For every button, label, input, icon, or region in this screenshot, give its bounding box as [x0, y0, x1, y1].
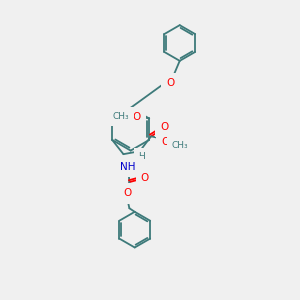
Text: NH: NH	[120, 162, 136, 172]
Text: O: O	[141, 173, 149, 183]
Text: CH₃: CH₃	[171, 141, 188, 150]
Text: O: O	[167, 78, 175, 88]
Text: O: O	[123, 188, 131, 198]
Text: O: O	[133, 112, 141, 122]
Text: CH₃: CH₃	[113, 112, 130, 121]
Text: O: O	[161, 137, 170, 147]
Text: H: H	[138, 152, 145, 161]
Text: O: O	[160, 122, 169, 132]
